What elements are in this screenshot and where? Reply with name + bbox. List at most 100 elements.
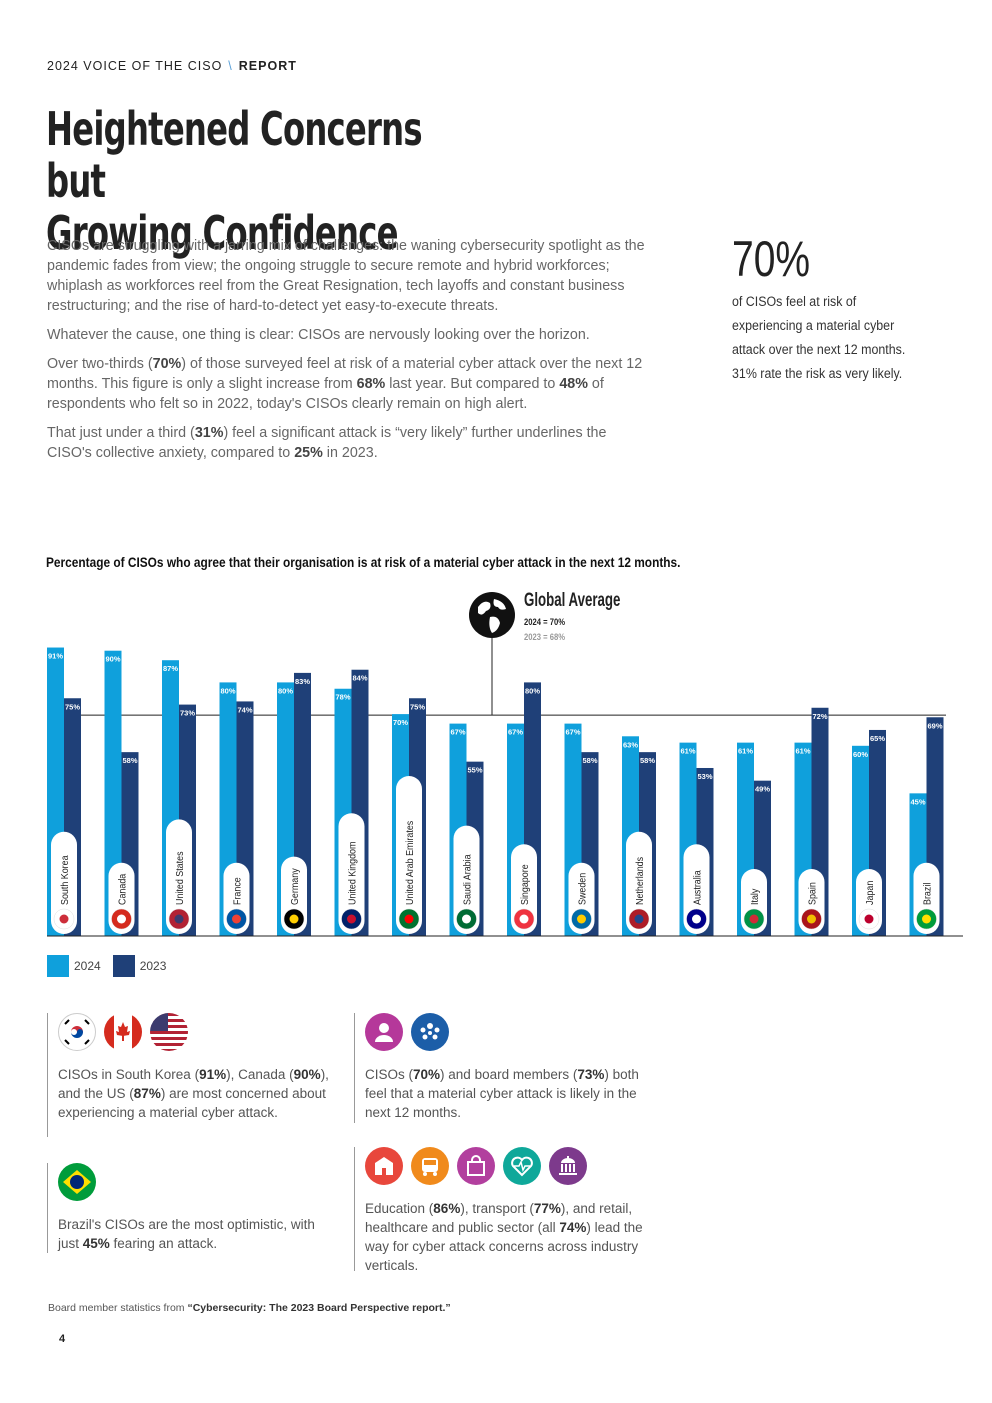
global-average-label: Global Average [524, 590, 620, 611]
panel-text-brazil: Brazil's CISOs are the most optimistic, … [58, 1217, 315, 1251]
legend-swatch-2023 [112, 955, 135, 977]
data-label-2023-united-kingdom: 84% [352, 674, 367, 683]
data-label-2023-united-arab-emirates: 75% [410, 702, 425, 711]
legend-swatch-2024 [47, 955, 69, 977]
country-pill-united-kingdom [338, 813, 365, 934]
data-label-2023-netherlands: 58% [640, 756, 655, 765]
callout-stat: 70% of CISOs feel at risk of experiencin… [732, 228, 952, 386]
us-flag-icon [150, 1013, 188, 1051]
canada-flag-icon [104, 1013, 142, 1051]
singapore-flag-emblem [519, 914, 529, 924]
brazil-flag-icon [58, 1163, 96, 1201]
france-flag-emblem [232, 914, 241, 924]
legend-label-2023: 2023 [139, 959, 167, 973]
body-text: CISOs are struggling with a jarring mix … [47, 236, 647, 472]
panel-brazil: Brazil's CISOs are the most optimistic, … [47, 1163, 332, 1253]
brazil-flag-emblem [922, 914, 931, 924]
data-label-2024-south-korea: 91% [48, 652, 63, 661]
body-paragraph-4: That just under a third (31%) feel a sig… [47, 425, 607, 461]
italy-flag-emblem [749, 914, 759, 924]
data-label-2023-sweden: 58% [582, 756, 597, 765]
data-label-2024-brazil: 45% [910, 797, 925, 806]
united-kingdom-flag-emblem [347, 914, 356, 924]
data-label-2023-italy: 49% [755, 785, 770, 794]
country-pill-saudi-arabia [453, 825, 480, 934]
data-label-2024-australia: 61% [680, 747, 695, 756]
legend-label-2024: 2024 [74, 959, 101, 973]
south-korea-flag-icon [58, 1013, 96, 1051]
page-number: 4 [59, 1333, 66, 1345]
spain-flag-emblem [807, 914, 816, 924]
data-label-2023-spain: 72% [812, 712, 827, 721]
callout-value: 70% [732, 231, 811, 287]
data-label-2024-netherlands: 63% [623, 740, 638, 749]
data-label-2024-singapore: 67% [508, 728, 523, 737]
data-label-2024-sweden: 67% [565, 728, 580, 737]
panel-ciso-board: CISOs (70%) and board members (73%) both… [354, 1013, 644, 1123]
transport-icon [411, 1147, 449, 1185]
page-title-line2: Growing Confidence [46, 206, 398, 260]
globe-icon [469, 592, 515, 638]
country-label-south-korea: South Korea [59, 855, 71, 905]
data-label-2024-spain: 61% [795, 747, 810, 756]
page-title: Heightened Concerns but Growing Confiden… [46, 103, 483, 259]
panel-top-concern: CISOs in South Korea (91%), Canada (90%)… [47, 1013, 332, 1137]
data-label-2023-japan: 65% [870, 734, 885, 743]
data-label-2023-australia: 53% [697, 772, 712, 781]
data-label-2024-united-states: 87% [163, 664, 178, 673]
sweden-flag-emblem [577, 914, 586, 924]
footnote-source: “Cybersecurity: The 2023 Board Perspecti… [187, 1302, 451, 1314]
data-label-2024-germany: 80% [278, 686, 293, 695]
body-paragraph-3: Over two-thirds (70%) of those surveyed … [47, 356, 643, 412]
country-label-australia: Australia [692, 870, 704, 905]
country-label-saudi-arabia: Saudi Arabia [462, 854, 474, 905]
chart-title: Percentage of CISOs who agree that their… [46, 555, 681, 570]
country-pill-netherlands [626, 831, 652, 934]
country-label-spain: Spain [807, 882, 819, 905]
shopping-bag-icon [457, 1147, 495, 1185]
education-icon [365, 1147, 403, 1185]
page-title-line1: Heightened Concerns but [46, 102, 423, 208]
body-paragraph-2: Whatever the cause, one thing is clear: … [47, 327, 590, 343]
panel-text-ciso-board: CISOs (70%) and board members (73%) both… [365, 1067, 639, 1120]
data-label-2023-saudi-arabia: 55% [467, 766, 482, 775]
saudi-arabia-flag-emblem [462, 914, 471, 924]
country-label-france: France [232, 877, 244, 905]
united-arab-emirates-flag-emblem [404, 914, 414, 924]
country-label-brazil: Brazil [922, 883, 934, 905]
public-sector-building-icon [549, 1147, 587, 1185]
country-label-united-arab-emirates: United Arab Emirates [404, 821, 416, 905]
chart-legend: 2024 2023 [47, 955, 178, 977]
healthcare-heart-icon [503, 1147, 541, 1185]
bar-chart: 91% 75% South Korea 90% 58% Canada 87% 73% Unite… [47, 590, 963, 937]
data-label-2024-united-kingdom: 78% [335, 693, 350, 702]
japan-flag-emblem [864, 914, 874, 924]
report-header: 2024 VOICE OF THE CISO \ REPORT [47, 59, 297, 73]
country-label-united-states: United States [174, 851, 186, 905]
header-separator: \ [228, 59, 233, 73]
panel-text-top-concern: CISOs in South Korea (91%), Canada (90%)… [58, 1067, 329, 1120]
report-name: 2024 VOICE OF THE CISO [47, 59, 223, 73]
data-label-2023-south-korea: 75% [65, 702, 80, 711]
country-label-united-kingdom: United Kingdom [347, 842, 359, 905]
panel-industries: Education (86%), transport (77%), and re… [354, 1147, 644, 1273]
panel-text-industries: Education (86%), transport (77%), and re… [365, 1201, 643, 1273]
data-label-2024-france: 80% [220, 686, 235, 695]
person-icon [365, 1013, 403, 1051]
country-pill-united-states [166, 819, 192, 934]
footnote: Board member statistics from “Cybersecur… [48, 1302, 451, 1314]
canada-flag-emblem [117, 914, 126, 924]
global-average-2023: 2023 = 68% [524, 631, 566, 642]
country-label-netherlands: Netherlands [634, 857, 646, 905]
data-label-2023-canada: 58% [122, 756, 137, 765]
data-label-2024-united-arab-emirates: 70% [393, 718, 408, 727]
callout-description: of CISOs feel at risk of experiencing a … [732, 294, 906, 381]
data-label-2023-germany: 83% [295, 677, 310, 686]
country-pill-united-arab-emirates [396, 776, 422, 934]
data-label-2023-united-states: 73% [180, 709, 195, 718]
country-label-italy: Italy [749, 889, 761, 905]
global-average-2024: 2024 = 70% [524, 616, 566, 627]
globe-continents [478, 599, 506, 633]
country-label-singapore: Singapore [519, 864, 531, 905]
country-label-germany: Germany [289, 868, 301, 905]
